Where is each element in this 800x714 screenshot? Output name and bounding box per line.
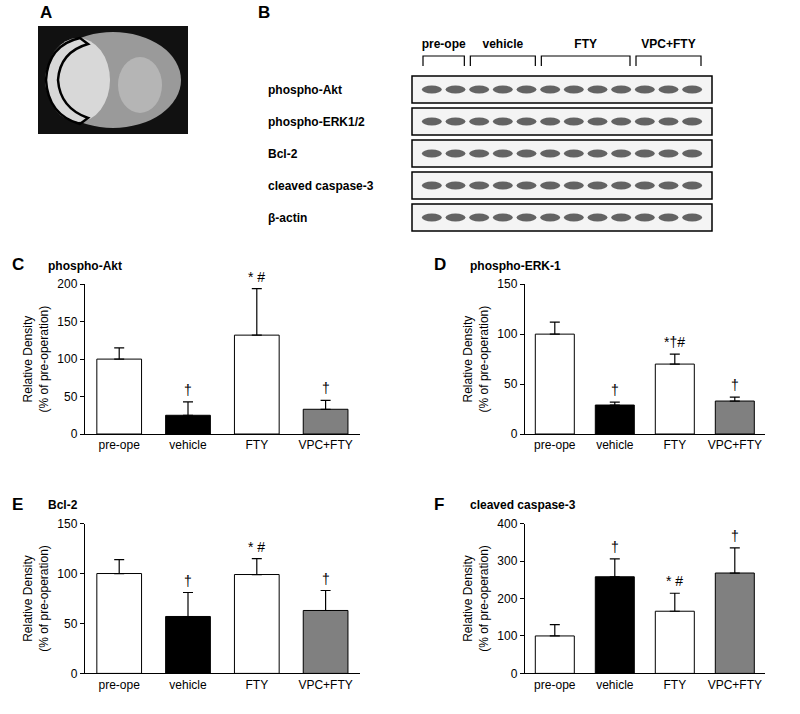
svg-text:Relative Density(% of pre-oper: Relative Density(% of pre-operation) xyxy=(21,306,51,413)
svg-text:* #: * # xyxy=(248,269,265,285)
svg-text:†: † xyxy=(184,382,192,398)
svg-text:VPC+FTY: VPC+FTY xyxy=(298,678,352,692)
svg-text:200: 200 xyxy=(57,277,77,291)
svg-text:pre-ope: pre-ope xyxy=(99,438,141,452)
svg-text:Relative Density(% of pre-oper: Relative Density(% of pre-operation) xyxy=(461,306,491,413)
svg-text:VPC+FTY: VPC+FTY xyxy=(708,678,762,692)
svg-text:pre-ope: pre-ope xyxy=(534,678,576,692)
svg-text:F: F xyxy=(434,495,444,514)
svg-text:100: 100 xyxy=(497,327,517,341)
svg-text:50: 50 xyxy=(64,390,78,404)
svg-text:phospho-ERK1/2: phospho-ERK1/2 xyxy=(268,115,365,129)
svg-text:Relative Density(% of pre-oper: Relative Density(% of pre-operation) xyxy=(461,545,491,652)
svg-text:vehicle: vehicle xyxy=(596,438,634,452)
svg-text:C: C xyxy=(12,255,24,274)
svg-text:D: D xyxy=(434,255,446,274)
svg-text:100: 100 xyxy=(57,352,77,366)
svg-text:100: 100 xyxy=(57,567,77,581)
svg-text:†: † xyxy=(611,539,619,555)
svg-text:†: † xyxy=(184,573,192,589)
svg-text:†: † xyxy=(322,571,330,587)
svg-text:vehicle: vehicle xyxy=(482,37,523,51)
svg-text:50: 50 xyxy=(504,377,518,391)
svg-text:†: † xyxy=(611,382,619,398)
svg-text:200: 200 xyxy=(497,592,517,606)
svg-text:VPC+FTY: VPC+FTY xyxy=(708,438,762,452)
svg-text:cleaved caspase-3: cleaved caspase-3 xyxy=(268,179,374,193)
svg-text:phospho-Akt: phospho-Akt xyxy=(268,83,342,97)
svg-text:* #: * # xyxy=(666,573,683,589)
svg-text:FTY: FTY xyxy=(245,678,268,692)
svg-text:cleaved caspase-3: cleaved caspase-3 xyxy=(470,498,576,512)
svg-text:Bcl-2: Bcl-2 xyxy=(268,147,298,161)
svg-text:phospho-ERK-1: phospho-ERK-1 xyxy=(470,259,561,273)
svg-text:E: E xyxy=(12,495,23,514)
svg-text:100: 100 xyxy=(497,629,517,643)
svg-text:vehicle: vehicle xyxy=(169,438,207,452)
svg-text:pre-ope: pre-ope xyxy=(534,438,576,452)
svg-text:vehicle: vehicle xyxy=(169,678,207,692)
svg-text:Bcl-2: Bcl-2 xyxy=(48,498,78,512)
svg-text:pre-ope: pre-ope xyxy=(422,37,466,51)
svg-text:150: 150 xyxy=(57,315,77,329)
svg-text:vehicle: vehicle xyxy=(596,678,634,692)
svg-text:A: A xyxy=(40,3,52,22)
svg-text:FTY: FTY xyxy=(663,438,686,452)
svg-text:0: 0 xyxy=(71,427,78,441)
svg-text:0: 0 xyxy=(71,667,78,681)
svg-text:FTY: FTY xyxy=(663,678,686,692)
svg-text:VPC+FTY: VPC+FTY xyxy=(641,37,695,51)
svg-text:Relative Density(% of pre-oper: Relative Density(% of pre-operation) xyxy=(21,545,51,652)
svg-text:FTY: FTY xyxy=(574,37,597,51)
svg-text:phospho-Akt: phospho-Akt xyxy=(48,259,122,273)
svg-text:*†#: *†# xyxy=(664,334,685,350)
svg-text:0: 0 xyxy=(511,667,518,681)
svg-text:†: † xyxy=(322,380,330,396)
svg-text:β-actin: β-actin xyxy=(268,211,307,225)
svg-text:300: 300 xyxy=(497,554,517,568)
svg-text:400: 400 xyxy=(497,517,517,531)
svg-text:†: † xyxy=(731,528,739,544)
svg-text:50: 50 xyxy=(64,617,78,631)
svg-text:0: 0 xyxy=(511,427,518,441)
svg-text:* #: * # xyxy=(248,539,265,555)
svg-text:B: B xyxy=(258,3,270,22)
svg-text:150: 150 xyxy=(497,277,517,291)
svg-text:150: 150 xyxy=(57,517,77,531)
svg-text:†: † xyxy=(731,377,739,393)
svg-text:FTY: FTY xyxy=(245,438,268,452)
svg-text:pre-ope: pre-ope xyxy=(99,678,141,692)
svg-text:VPC+FTY: VPC+FTY xyxy=(298,438,352,452)
